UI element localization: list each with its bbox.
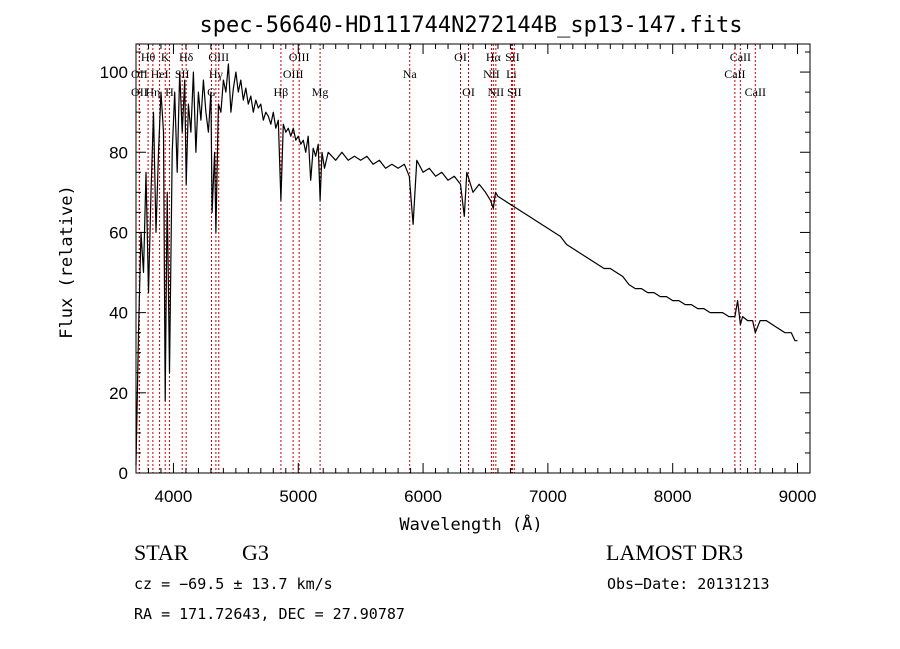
line-marker-label-11: G — [207, 85, 216, 99]
x-axis-label: Wavelength (Å) — [399, 513, 542, 535]
x-tick-label: 6000 — [404, 487, 442, 506]
y-tick-label: 80 — [109, 143, 128, 162]
x-tick-label: 9000 — [779, 487, 817, 506]
line-marker-label-26: CaII — [724, 67, 745, 81]
line-marker-label-16: Na — [403, 67, 418, 81]
x-tick-label: 7000 — [529, 487, 567, 506]
y-tick-label: 100 — [100, 63, 128, 82]
obs-date: Obs−Date: 20131213 — [607, 575, 770, 593]
plot-frame — [135, 43, 811, 474]
line-marker-label-5: K — [161, 50, 170, 64]
line-marker-label-3: HeI — [151, 67, 169, 81]
line-marker-label-9: OIII — [208, 50, 229, 64]
line-marker-label-17: OI — [454, 50, 467, 64]
line-marker-label-25: CaII — [730, 50, 751, 64]
line-marker-label-4: Hη — [145, 85, 160, 99]
axes-ticks: 4000 5000 6000 7000 8000 9000 0 20 40 60 80 100 — [100, 44, 817, 506]
line-marker-label-19: Hα — [486, 50, 502, 64]
line-marker-label-0: Hθ — [141, 50, 156, 64]
line-marker-label-18: OI — [462, 85, 475, 99]
x-tick-label: 5000 — [279, 487, 317, 506]
line-marker-label-14: Hβ — [274, 85, 289, 99]
coordinates: RA = 171.72643, DEC = 27.90787 — [134, 605, 405, 623]
line-marker-label-27: CaII — [745, 85, 766, 99]
x-tick-label: 8000 — [654, 487, 692, 506]
object-class: STAR — [134, 540, 189, 565]
line-marker-label-10: Hγ — [209, 67, 224, 81]
y-tick-label: 0 — [119, 464, 128, 483]
redshift-velocity: cz = −69.5 ± 13.7 km/s — [134, 575, 333, 593]
line-marker-label-22: Li — [506, 67, 517, 81]
y-tick-label: 20 — [109, 384, 128, 403]
y-tick-label: 40 — [109, 304, 128, 323]
survey-name: LAMOST DR3 — [606, 540, 744, 565]
line-marker-label-24: SII — [507, 85, 522, 99]
spectrum-series — [135, 63, 798, 466]
y-tick-label: 60 — [109, 223, 128, 242]
line-marker-label-6: H — [165, 85, 174, 99]
line-marker-label-23: NII — [488, 85, 505, 99]
line-marker-label-20: SII — [505, 50, 520, 64]
line-marker-label-7: Hδ — [179, 50, 194, 64]
line-marker-label-21: NII — [483, 67, 500, 81]
line-marker-label-12: OIII — [289, 50, 310, 64]
line-marker-label-15: Mg — [312, 85, 329, 99]
y-axis-label: Flux (relative) — [57, 185, 77, 339]
line-marker-label-8: SII — [175, 67, 190, 81]
spectrum-line — [135, 63, 798, 466]
line-marker-label-13: OIII — [283, 67, 304, 81]
subclass: G3 — [242, 540, 269, 565]
x-tick-label: 4000 — [155, 487, 193, 506]
chart-title: spec-56640-HD111744N272144B_sp13-147.fit… — [199, 13, 742, 38]
